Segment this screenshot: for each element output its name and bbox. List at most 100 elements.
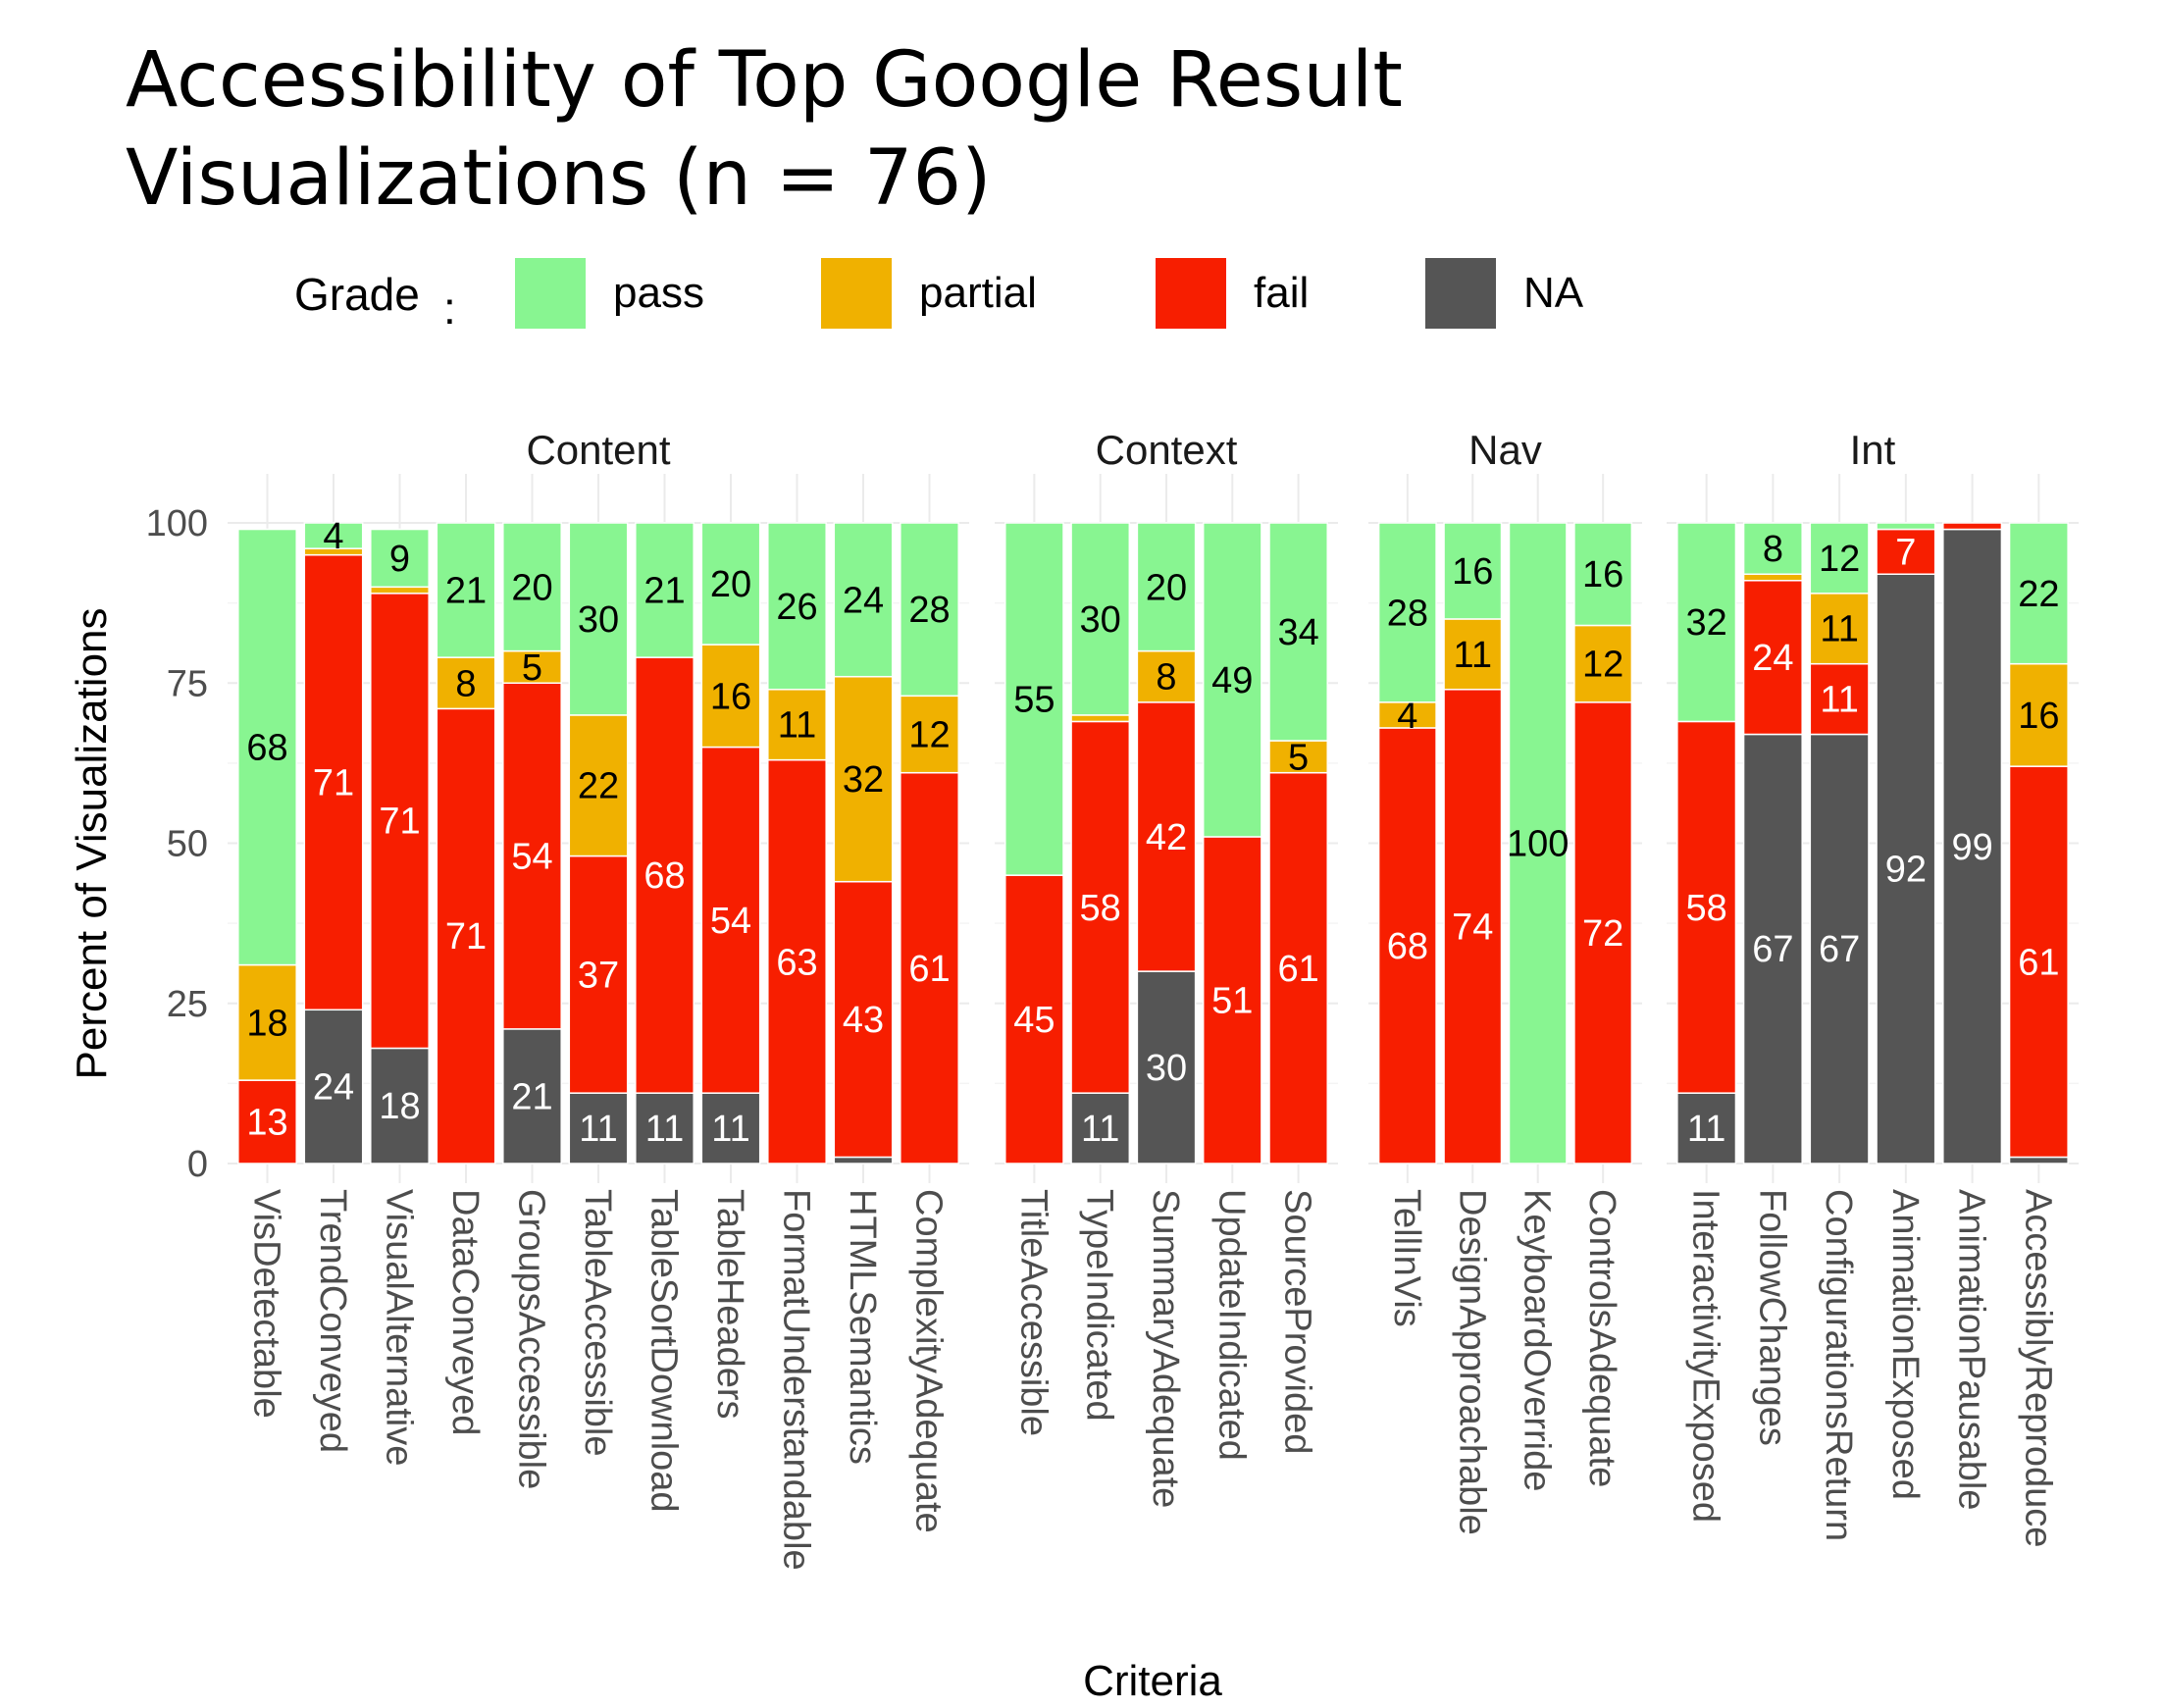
bar-segment-pass: [502, 522, 562, 652]
bar-KeyboardOverride: 100: [1507, 522, 1569, 1165]
data-label-pass: 20: [1146, 567, 1187, 608]
x-tick-label: ConfigurationsReturn: [1818, 1189, 1859, 1541]
bar-segment-partial: [436, 656, 496, 710]
data-label-pass: 55: [1013, 680, 1055, 721]
x-tick-label: DesignApproachable: [1451, 1189, 1492, 1535]
y-tick-label: 25: [167, 984, 208, 1025]
data-label-partial: 5: [1288, 737, 1309, 778]
data-label-fail: 42: [1146, 817, 1187, 858]
x-tick-label: VisDetectable: [246, 1189, 287, 1419]
bar-TableHeaders: 11 54 16 20: [700, 522, 761, 1165]
x-tick-label: AccessiblyReproduce: [2017, 1189, 2058, 1547]
data-label-na: 92: [1885, 850, 1927, 891]
bar-segment-pass: [1508, 522, 1568, 1165]
data-label-fail: 58: [1080, 888, 1121, 929]
data-label-fail: 51: [1211, 980, 1253, 1021]
data-label-pass: 16: [1452, 551, 1493, 593]
data-label-na: 21: [511, 1076, 552, 1117]
legend-swatch-na: [1425, 258, 1496, 329]
bar-segment-fail: [1377, 727, 1437, 1165]
legend-label-pass: pass: [613, 269, 704, 317]
legend-swatch-fail: [1156, 258, 1226, 329]
bar-AnimationPausable: 99: [1942, 522, 2003, 1165]
bar-segment-pass: [1070, 522, 1131, 716]
x-tick-label: DataConveyed: [444, 1189, 486, 1435]
data-label-na: 30: [1146, 1048, 1187, 1089]
panel-strip-label: Context: [1096, 427, 1238, 473]
data-label-fail: 7: [1895, 532, 1916, 573]
bar-TableAccessible: 11 37 22 30: [568, 522, 629, 1165]
bar-segment-fail: [1676, 720, 1737, 1094]
legend-label-fail: fail: [1254, 269, 1309, 317]
panel-content: Content 13 18 68 VisDetectable 24 71 4 TrendConv…: [228, 427, 969, 1571]
x-tick-label: TitleAccessible: [1012, 1189, 1054, 1436]
bar-segment-pass: [1268, 522, 1328, 742]
data-label-fail: 45: [1013, 1000, 1055, 1041]
data-label-pass: 28: [908, 590, 950, 631]
x-tick-label: ComplexityAdequate: [908, 1189, 950, 1533]
panel-int: Int 11 58 32 InteractivityExposed 67 24 8 Follow…: [1667, 427, 2079, 1547]
data-label-fail: 13: [246, 1103, 287, 1144]
bar-segment-pass: [700, 522, 761, 646]
data-label-fail: 61: [1277, 949, 1318, 990]
data-label-partial: 8: [455, 663, 476, 704]
data-label-na: 67: [1819, 929, 1860, 970]
bar-segment-na: [1809, 733, 1870, 1165]
legend-colon: :: [443, 283, 456, 334]
panel-strip-label: Nav: [1468, 427, 1542, 473]
data-label-partial: 11: [778, 705, 816, 747]
data-label-pass: 21: [643, 571, 685, 612]
data-label-pass: 30: [578, 599, 619, 641]
bar-segment-pass: [237, 528, 297, 966]
data-label-fail: 61: [908, 949, 950, 990]
data-label-partial: 11: [1454, 635, 1492, 676]
data-label-na: 99: [1951, 827, 1992, 868]
data-label-pass: 30: [1080, 599, 1121, 641]
data-label-fail: 74: [1452, 906, 1493, 948]
bar-segment-pass: [1136, 522, 1197, 652]
bar-FollowChanges: 67 24 8: [1742, 522, 1803, 1165]
data-label-fail: 58: [1686, 888, 1727, 929]
bar-TrendConveyed: 24 71 4: [303, 516, 364, 1165]
data-label-partial: 11: [1820, 609, 1858, 650]
data-label-pass: 8: [1763, 529, 1783, 570]
bar-ConfigurationsReturn: 67 11 11 12: [1809, 522, 1870, 1165]
data-label-partial: 22: [578, 766, 619, 807]
bar-segment-fail: [1942, 522, 2003, 531]
data-label-pass: 49: [1211, 660, 1253, 701]
data-label-pass: 12: [1819, 539, 1860, 580]
x-tick-label: GroupsAccessible: [511, 1189, 552, 1489]
bar-TableSortDownload: 11 68 21: [635, 522, 695, 1165]
bar-segment-pass: [436, 522, 496, 658]
x-tick-label: HTMLSemantics: [842, 1189, 883, 1465]
data-label-pass: 21: [445, 571, 487, 612]
bar-segment-partial: [568, 714, 629, 857]
bar-segment-na: [833, 1156, 894, 1165]
data-label-partial: 5: [522, 647, 542, 689]
x-tick-label: InteractivityExposed: [1685, 1189, 1726, 1523]
bar-UpdateIndicated: 51 49: [1202, 522, 1262, 1165]
panel-context: Context4555TitleAccessible115830TypeIndi…: [995, 427, 1338, 1508]
data-label-pass: 32: [1686, 602, 1727, 644]
chart-title-line-2: Visualizations (n = 76): [126, 134, 992, 223]
x-tick-label: TellInVis: [1386, 1189, 1427, 1327]
bar-segment-pass: [1004, 522, 1064, 876]
bar-segment-fail: [1876, 528, 1936, 575]
bar-segment-pass: [635, 522, 695, 658]
bar-segment-partial: [1742, 573, 1803, 582]
bar-segment-pass: [767, 522, 827, 691]
plot-area: 0255075100Content131868VisDetectable2471…: [146, 427, 2079, 1571]
legend: Grade: pass partial fail NA: [294, 258, 1584, 334]
panel-nav: Nav 68 4 28 TellInVis 74 11 16 DesignApproachabl…: [1368, 427, 1642, 1535]
bar-segment-partial: [2008, 662, 2069, 767]
x-tick-label: FollowChanges: [1751, 1189, 1792, 1446]
panel-strip-label: Content: [526, 427, 670, 473]
y-tick-label: 50: [167, 824, 208, 865]
data-label-fail: 71: [379, 802, 420, 843]
x-tick-label: AnimationPausable: [1951, 1189, 1992, 1510]
bar-GroupsAccessible: 21 54 5 20: [502, 522, 562, 1165]
legend-label-partial: partial: [919, 269, 1037, 317]
data-label-fail: 71: [445, 916, 487, 958]
bar-segment-na: [700, 1092, 761, 1165]
bar-ComplexityAdequate: 61 12 28: [900, 522, 959, 1165]
